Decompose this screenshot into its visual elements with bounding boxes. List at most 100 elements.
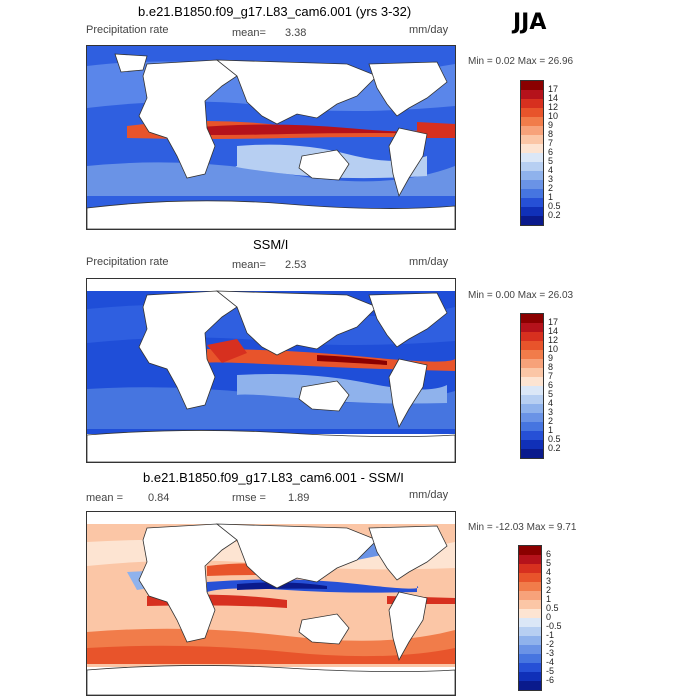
colorbar-swatch: [521, 153, 543, 162]
colorbar-tick-label: 4: [548, 398, 554, 408]
colorbar-swatch: [519, 618, 541, 627]
colorbar-swatch: [521, 117, 543, 126]
colorbar-swatch: [521, 359, 543, 368]
colorbar-swatch: [521, 189, 543, 198]
panel-title-diff: b.e21.B1850.f09_g17.L83_cam6.001 - SSM/I: [143, 470, 404, 485]
colorbar-swatch: [519, 672, 541, 681]
mean-value-obs: 2.53: [285, 259, 307, 271]
colorbar-swatch: [519, 591, 541, 600]
colorbar-swatch: [521, 207, 543, 216]
colorbar-swatch: [519, 636, 541, 645]
colorbar-tick-label: -2: [546, 639, 555, 649]
colorbar-swatch: [521, 90, 543, 99]
colorbar-swatch: [521, 404, 543, 413]
colorbar-swatch: [521, 81, 543, 90]
colorbar-swatch: [521, 341, 543, 350]
colorbar-swatch: [521, 99, 543, 108]
colorbar-labels-obs: 17 14 12 10 9 8 7 6 5 4 3 2 1 0.5 0.2: [548, 318, 561, 453]
map-model: [86, 45, 456, 230]
panel-title-model: b.e21.B1850.f09_g17.L83_cam6.001 (yrs 3-…: [138, 4, 412, 19]
colorbar-tick-label: 5: [548, 389, 554, 399]
colorbar-swatch: [521, 368, 543, 377]
mean-label-diff: mean =: [86, 492, 123, 504]
rmse-label-diff: rmse =: [232, 492, 266, 504]
colorbar-tick-label: 10: [548, 344, 559, 354]
colorbar-swatch: [521, 350, 543, 359]
colorbar-swatch: [521, 180, 543, 189]
colorbar-swatch: [521, 377, 543, 386]
panel-title-obs: SSM/I: [253, 237, 289, 252]
colorbar-tick-label: -6: [546, 675, 555, 685]
colorbar-tick-label: 0.5: [548, 434, 561, 444]
colorbar-tick-label: -4: [546, 657, 555, 667]
colorbar-tick-label: 9: [548, 120, 554, 130]
colorbar-swatch: [521, 395, 543, 404]
colorbar-swatch: [519, 645, 541, 654]
colorbar-swatch: [519, 564, 541, 573]
colorbar-tick-label: -0.5: [546, 621, 562, 631]
colorbar-tick-label: 0.5: [546, 603, 559, 613]
colorbar-swatch: [519, 555, 541, 564]
colorbar-swatch: [519, 573, 541, 582]
colorbar-tick-label: 14: [548, 93, 559, 103]
colorbar-swatch: [521, 108, 543, 117]
colorbar-swatch: [521, 216, 543, 225]
colorbar-swatch: [521, 413, 543, 422]
colorbar-tick-label: 1: [546, 594, 552, 604]
colorbar-tick-label: 0: [546, 612, 552, 622]
colorbar-labels-model: 17 14 12 10 9 8 7 6 5 4 3 2 1 0.5 0.2: [548, 85, 561, 220]
colorbar-tick-label: 17: [548, 84, 559, 94]
colorbar-tick-label: -3: [546, 648, 555, 658]
colorbar-swatch: [519, 546, 541, 555]
colorbar-tick-label: 3: [546, 576, 552, 586]
colorbar-swatch: [519, 627, 541, 636]
season-label: JJA: [513, 10, 547, 35]
colorbar-tick-label: 0.5: [548, 201, 561, 211]
min-max-model: Min = 0.02 Max = 26.96: [468, 56, 574, 67]
min-max-obs: Min = 0.00 Max = 26.03: [468, 290, 574, 301]
colorbar-swatch: [521, 422, 543, 431]
colorbar-swatch: [521, 386, 543, 395]
colorbar-tick-label: 4: [548, 165, 554, 175]
colorbar-swatch: [521, 440, 543, 449]
colorbar-swatch: [521, 171, 543, 180]
colorbar-tick-label: 2: [546, 585, 552, 595]
colorbar-swatch: [519, 609, 541, 618]
colorbar-swatch: [521, 162, 543, 171]
colorbar-tick-label: 6: [546, 549, 552, 559]
variable-label-model: Precipitation rate: [86, 24, 169, 36]
colorbar-tick-label: 5: [548, 156, 554, 166]
colorbar-tick-label: 1: [548, 192, 554, 202]
min-max-diff: Min = -12.03 Max = 9.71: [468, 522, 577, 533]
mean-label-obs: mean=: [232, 259, 266, 271]
colorbar-swatch: [521, 314, 543, 323]
map-obs: [86, 278, 456, 463]
colorbar-model: [520, 80, 544, 226]
colorbar-obs: [520, 313, 544, 459]
colorbar-tick-label: 7: [548, 138, 554, 148]
colorbar-swatch: [519, 663, 541, 672]
colorbar-tick-label: 10: [548, 111, 559, 121]
colorbar-swatch: [521, 126, 543, 135]
colorbar-swatch: [521, 431, 543, 440]
colorbar-tick-label: 8: [548, 129, 554, 139]
colorbar-tick-label: 14: [548, 326, 559, 336]
colorbar-swatch: [521, 323, 543, 332]
map-diff: [86, 511, 456, 696]
colorbar-tick-label: 3: [548, 174, 554, 184]
colorbar-tick-label: 0.2: [548, 210, 561, 220]
colorbar-labels-diff: 6 5 4 3 2 1 0.5 0 -0.5 -1 -2 -3 -4 -5 -6: [546, 550, 562, 685]
mean-value-diff: 0.84: [148, 492, 170, 504]
colorbar-tick-label: -1: [546, 630, 555, 640]
colorbar-tick-label: 5: [546, 558, 552, 568]
colorbar-tick-label: 6: [548, 380, 554, 390]
colorbar-tick-label: 2: [548, 416, 554, 426]
colorbar-swatch: [519, 582, 541, 591]
colorbar-tick-label: 3: [548, 407, 554, 417]
mean-value-model: 3.38: [285, 27, 307, 39]
colorbar-diff: [518, 545, 542, 691]
colorbar-tick-label: 4: [546, 567, 552, 577]
rmse-value-diff: 1.89: [288, 492, 310, 504]
variable-label-obs: Precipitation rate: [86, 256, 169, 268]
colorbar-tick-label: 17: [548, 317, 559, 327]
